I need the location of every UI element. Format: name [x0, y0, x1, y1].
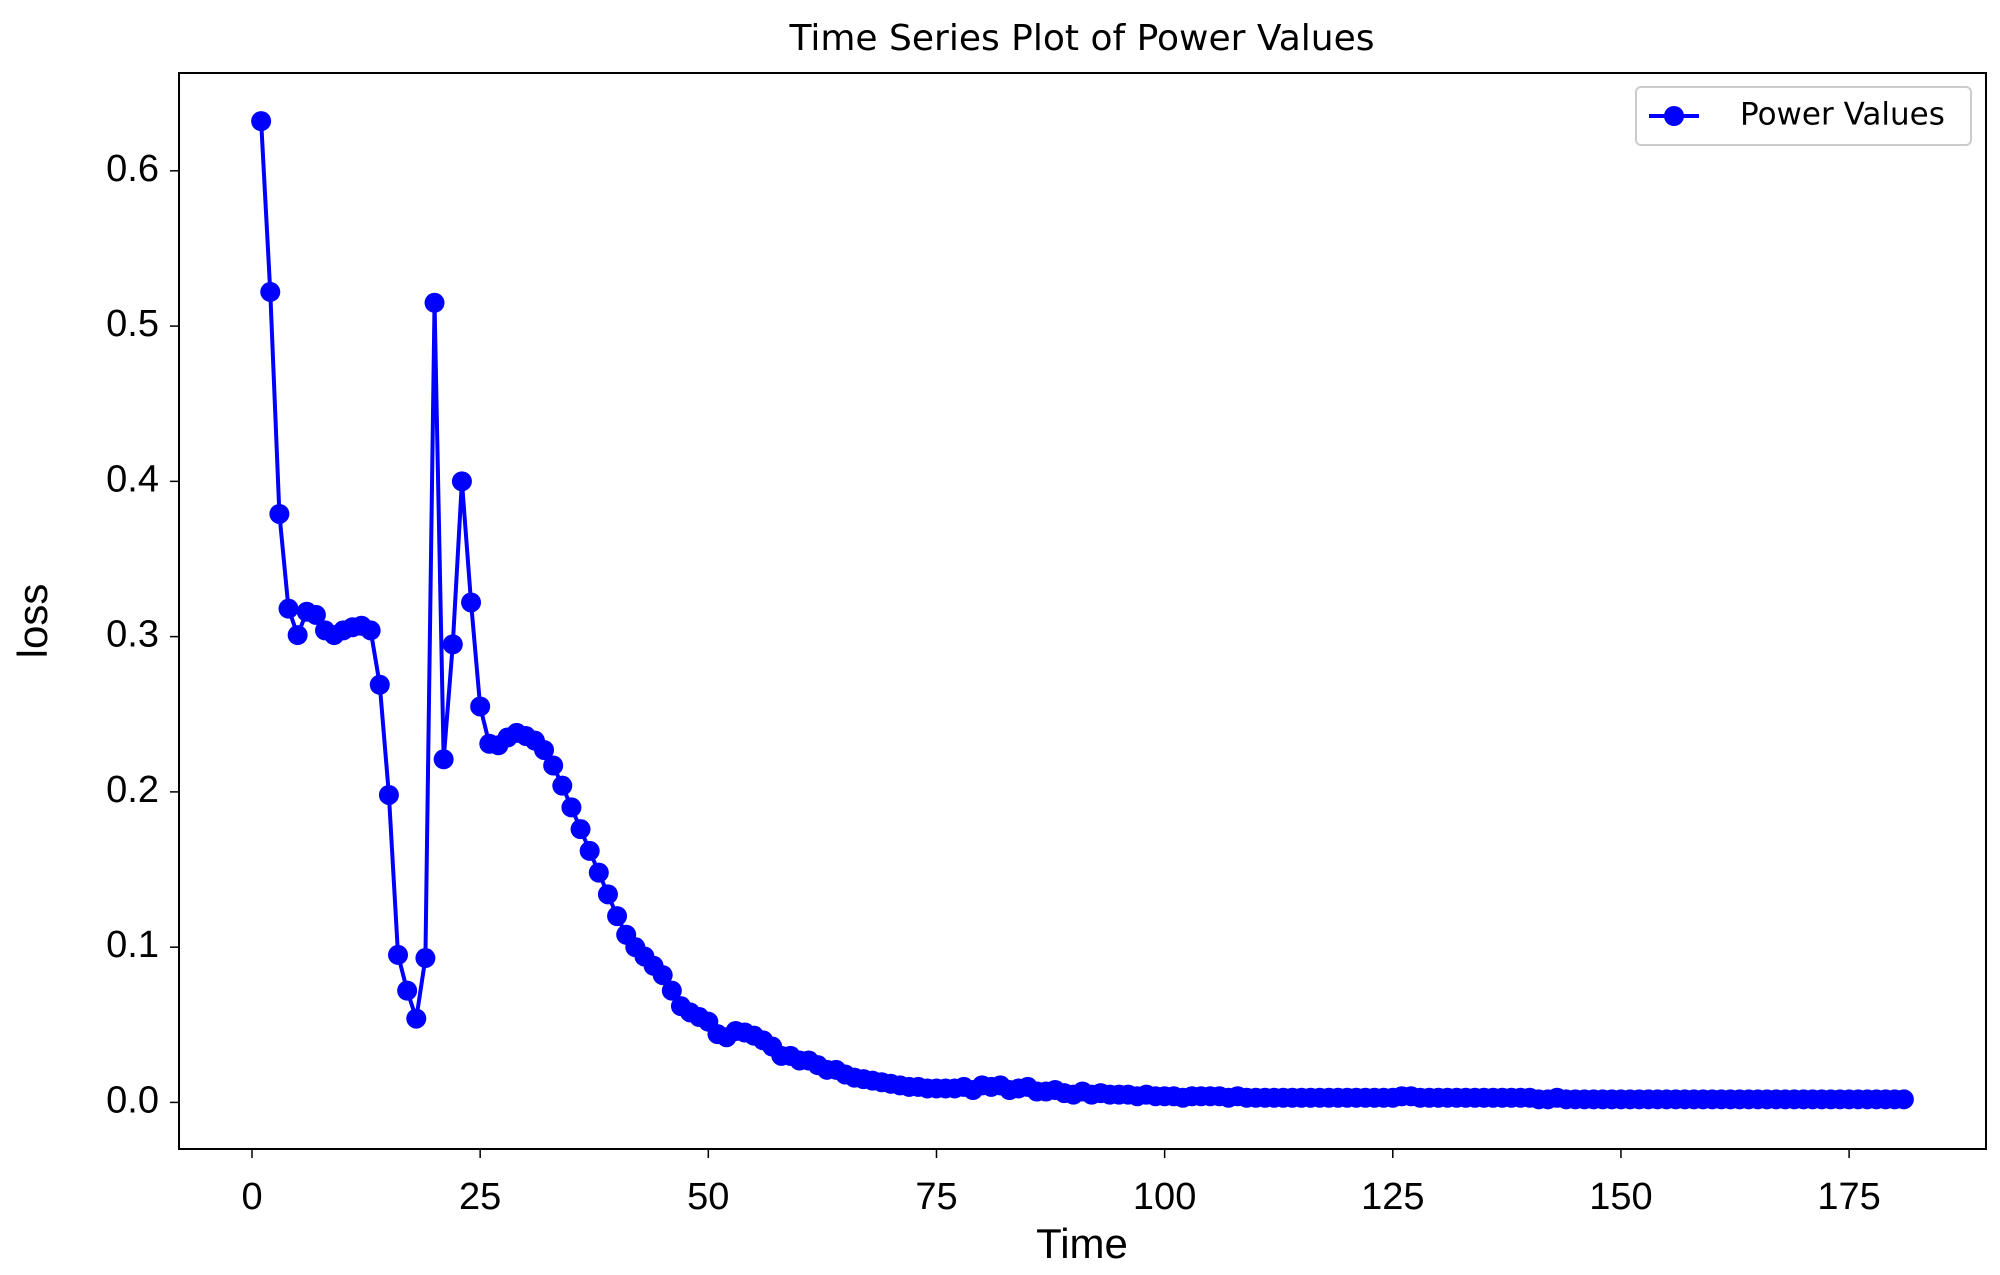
data-point: [251, 111, 272, 132]
data-point: [652, 965, 673, 986]
y-tick-label: 0.2: [106, 769, 159, 811]
y-tick-label: 0.3: [106, 614, 159, 656]
data-point: [543, 755, 564, 776]
data-point: [388, 944, 409, 965]
data-point: [369, 674, 390, 695]
y-tick-label: 0.4: [106, 458, 159, 500]
y-tick-label: 0.0: [106, 1079, 159, 1121]
data-point: [561, 797, 582, 818]
data-point: [534, 739, 555, 760]
chart-title: Time Series Plot of Power Values: [788, 18, 1374, 59]
x-tick-label: 75: [915, 1176, 957, 1218]
legend-label: Power Values: [1740, 97, 1945, 133]
data-point: [278, 598, 299, 619]
x-tick-label: 100: [1133, 1176, 1196, 1218]
data-point: [415, 948, 436, 969]
x-tick-label: 150: [1589, 1176, 1652, 1218]
data-point: [461, 592, 482, 613]
data-point: [305, 604, 326, 625]
data-point: [1893, 1089, 1914, 1110]
data-point: [579, 840, 600, 861]
y-tick-label: 0.1: [106, 924, 159, 966]
x-axis-label: Time: [1036, 1220, 1128, 1267]
data-point: [360, 620, 381, 641]
data-point: [442, 634, 463, 655]
data-point: [570, 819, 591, 840]
data-point: [269, 503, 290, 524]
data-point: [597, 884, 618, 905]
y-axis-label: loss: [9, 584, 56, 659]
data-point: [406, 1008, 427, 1029]
data-point: [260, 281, 281, 302]
plot-frame: [178, 72, 1987, 1150]
data-point: [588, 862, 609, 883]
data-point: [424, 292, 445, 313]
y-tick-label: 0.6: [106, 148, 159, 190]
data-point: [378, 784, 399, 805]
data-point: [451, 471, 472, 492]
legend-marker: [1664, 106, 1684, 126]
data-point: [552, 775, 573, 796]
legend-box: [1635, 86, 1972, 146]
y-tick-label: 0.5: [106, 303, 159, 345]
x-tick-label: 25: [459, 1176, 501, 1218]
x-tick-label: 175: [1817, 1176, 1880, 1218]
data-point: [433, 749, 454, 770]
data-point: [607, 906, 628, 927]
data-point: [397, 980, 418, 1001]
x-tick-label: 50: [687, 1176, 729, 1218]
data-point: [287, 625, 308, 646]
x-tick-label: 0: [241, 1176, 262, 1218]
x-tick-label: 125: [1361, 1176, 1424, 1218]
data-point: [661, 980, 682, 1001]
data-point: [470, 696, 491, 717]
